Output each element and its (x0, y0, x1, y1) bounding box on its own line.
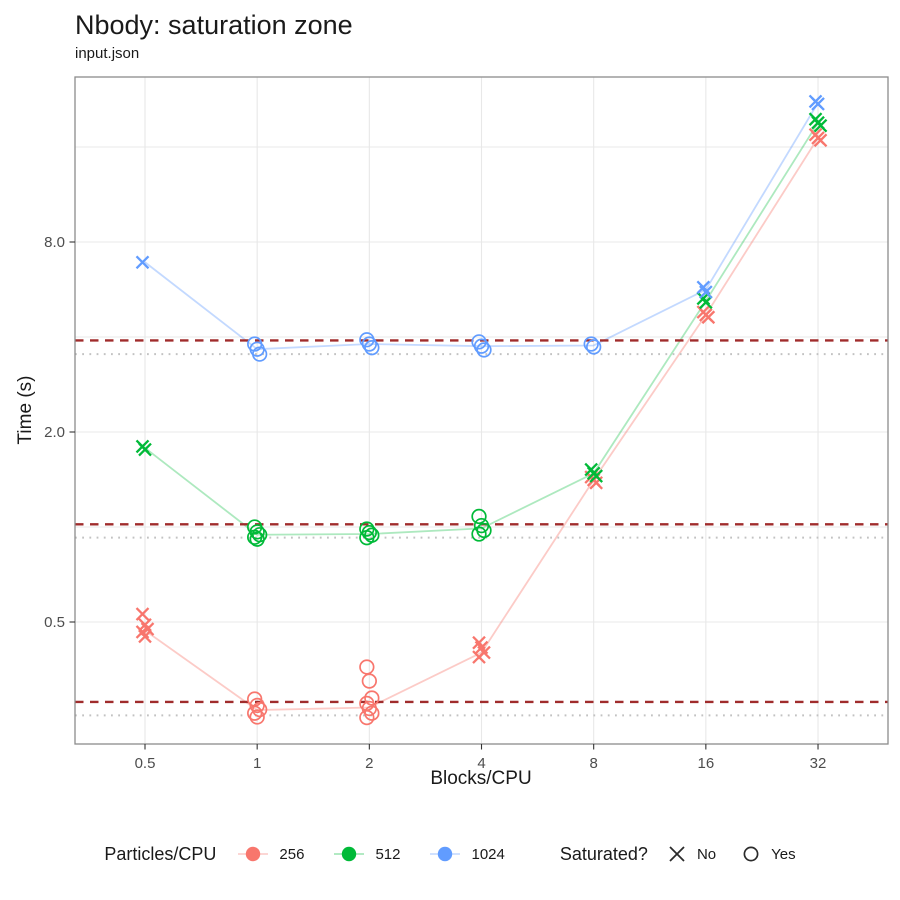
point-circle-512 (476, 522, 492, 539)
point-circle-256 (364, 690, 380, 706)
point-x-256 (135, 607, 150, 621)
point-circle-512 (247, 529, 263, 545)
point-x-1024 (135, 255, 150, 270)
y-axis-title: Time (s) (15, 375, 36, 445)
legend-color-title: Particles/CPU (104, 843, 217, 864)
open-circle-icon (743, 846, 759, 862)
point-circle-1024 (586, 339, 602, 355)
point-x-512 (138, 442, 152, 457)
series-dot-icon (430, 846, 461, 862)
chart-subtitle: input.json (75, 45, 140, 62)
x-marker-icon (666, 843, 688, 865)
legend-label-no: No (696, 845, 717, 863)
point-x-256 (701, 310, 716, 325)
point-circle-1024 (476, 342, 492, 358)
legend-label-1024: 1024 (471, 845, 505, 863)
point-x-1024 (696, 280, 711, 295)
point-circle-512 (471, 526, 487, 542)
x-tick-label: 16 (698, 755, 715, 772)
legend-key-1024 (428, 843, 462, 865)
circle-marker-icon (740, 843, 762, 865)
point-x-512 (589, 469, 603, 483)
y-tick-label: 0.5 (44, 614, 65, 631)
y-tick-label: 2.0 (44, 424, 65, 441)
point-circle-1024 (252, 346, 268, 362)
legend: Particles/CPU 256 512 1024 Saturated? No (0, 843, 900, 865)
legend-label-512: 512 (375, 845, 401, 863)
point-circle-256 (249, 697, 265, 714)
point-circle-256 (359, 709, 375, 726)
legend-key-256 (236, 843, 270, 865)
point-circle-512 (471, 508, 487, 525)
point-circle-512 (249, 531, 265, 547)
x-tick-label: 8 (590, 755, 598, 772)
point-circle-256 (252, 701, 268, 718)
point-circle-256 (249, 709, 265, 725)
point-circle-512 (359, 530, 375, 546)
cross-icon (669, 846, 685, 862)
point-x-256 (135, 625, 150, 639)
point-circle-256 (364, 705, 380, 721)
point-x-256 (474, 640, 489, 655)
point-circle-1024 (583, 336, 599, 352)
x-tick-label: 2 (365, 755, 373, 772)
point-x-256 (813, 133, 828, 148)
series-dot-icon (334, 846, 365, 862)
point-x-512 (813, 118, 828, 133)
y-tick-label: 8.0 (44, 234, 65, 251)
legend-key-512 (332, 843, 366, 865)
point-x-1024 (811, 97, 825, 111)
page-title: Nbody: saturation zone (75, 10, 353, 40)
point-circle-256 (247, 705, 263, 721)
x-tick-label: 1 (253, 755, 261, 772)
point-circle-1024 (361, 336, 377, 352)
x-tick-label: 32 (810, 755, 827, 772)
point-x-256 (138, 629, 152, 644)
series-dot-icon (238, 846, 269, 862)
point-x-256 (472, 650, 486, 664)
legend-label-256: 256 (279, 845, 305, 863)
point-x-256 (472, 635, 486, 650)
x-tick-label: 4 (477, 755, 485, 772)
legend-label-yes: Yes (771, 845, 796, 863)
point-circle-256 (359, 659, 375, 675)
point-x-1024 (699, 285, 713, 299)
point-circle-1024 (473, 338, 490, 354)
point-x-256 (138, 617, 152, 632)
x-axis-title: Blocks/CPU (430, 768, 532, 789)
point-x-512 (699, 295, 713, 310)
point-circle-256 (361, 673, 377, 689)
x-tick-label: 0.5 (135, 755, 156, 772)
legend-shape-title: Saturated? (559, 843, 648, 864)
point-circle-1024 (364, 340, 380, 356)
